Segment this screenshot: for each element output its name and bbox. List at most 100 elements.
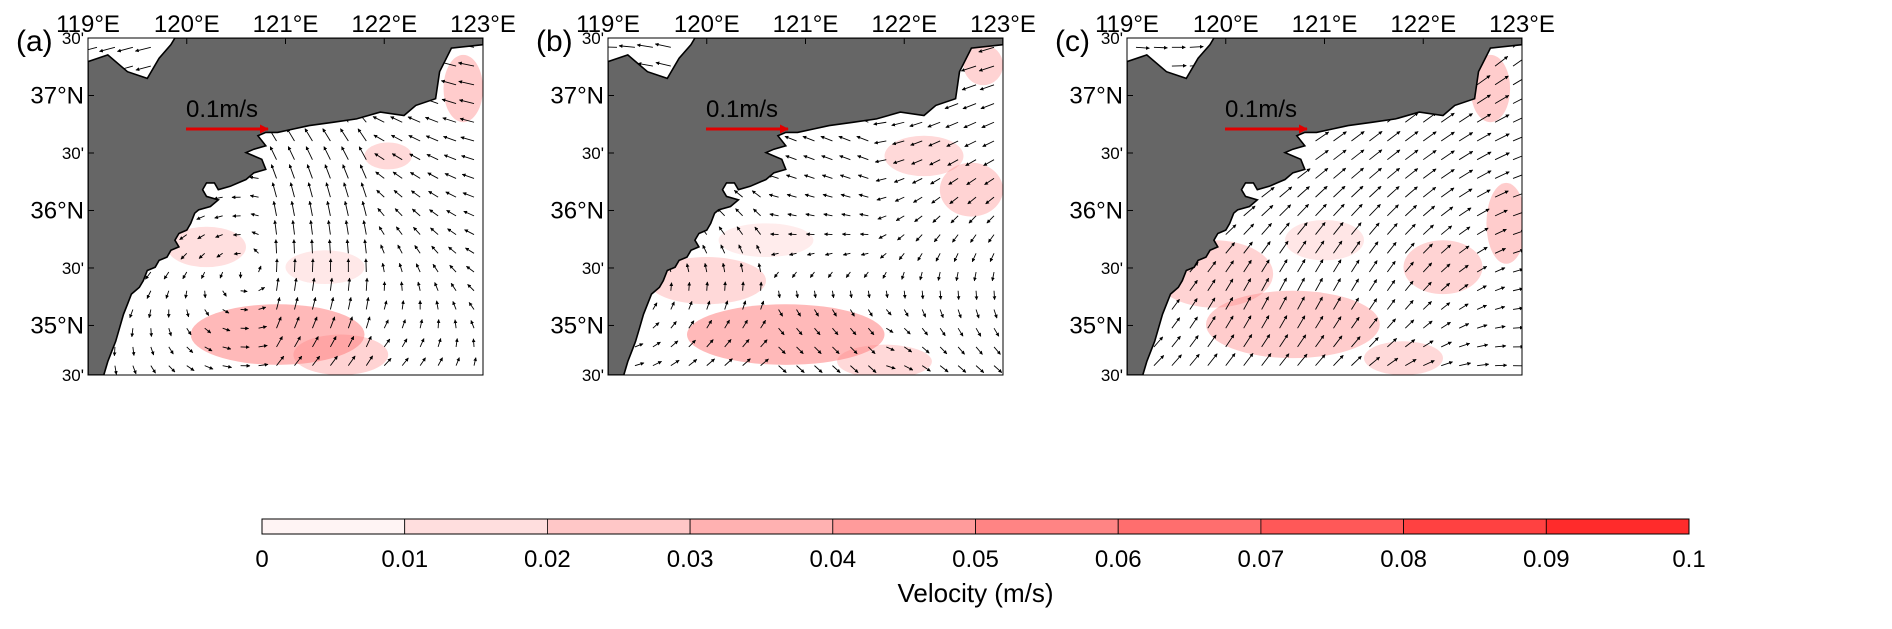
arrow-icon bbox=[393, 189, 403, 198]
arrow-icon bbox=[1494, 95, 1510, 104]
arrow-icon bbox=[953, 253, 959, 262]
arrow-icon bbox=[769, 212, 779, 217]
arrow-icon bbox=[802, 135, 815, 142]
arrow-icon bbox=[222, 327, 231, 332]
arrow-icon bbox=[1440, 187, 1455, 198]
arrow-icon bbox=[327, 239, 332, 254]
arrow-icon bbox=[304, 128, 313, 142]
arrow-icon bbox=[1458, 264, 1469, 273]
speed-shading-patch bbox=[718, 223, 814, 258]
arrow-icon bbox=[920, 290, 925, 300]
lat-minute-label: 30' bbox=[62, 29, 84, 48]
arrow-icon bbox=[222, 364, 232, 369]
arrow-icon bbox=[271, 182, 277, 198]
arrow-icon bbox=[832, 346, 840, 355]
arrow-icon bbox=[415, 263, 421, 273]
arrow-icon bbox=[1405, 168, 1419, 179]
arrow-icon bbox=[276, 297, 281, 310]
speed-shading bbox=[1154, 54, 1522, 375]
arrow-icon bbox=[842, 252, 851, 257]
arrow-icon bbox=[706, 319, 713, 329]
arrow-icon bbox=[1369, 130, 1383, 142]
arrow-icon bbox=[1458, 245, 1470, 254]
speed-shading-patch bbox=[1285, 219, 1364, 261]
arrow-icon bbox=[985, 196, 995, 205]
arrow-icon bbox=[850, 346, 858, 355]
speed-shading-patch bbox=[939, 162, 1003, 217]
arrow-icon bbox=[450, 282, 457, 291]
arrow-icon bbox=[287, 146, 295, 160]
arrow-icon bbox=[856, 135, 869, 142]
arrow-icon bbox=[134, 46, 151, 53]
colorbar-tick-label: 0.1 bbox=[1672, 546, 1705, 573]
arrow-icon bbox=[185, 309, 190, 318]
arrow-icon bbox=[921, 365, 931, 372]
arrow-icon bbox=[364, 277, 369, 291]
arrow-icon bbox=[357, 128, 367, 142]
arrow-icon bbox=[1225, 334, 1235, 348]
arrow-icon bbox=[962, 103, 977, 110]
arrow-icon bbox=[204, 327, 212, 334]
arrow-icon bbox=[1189, 298, 1198, 310]
arrow-icon bbox=[1440, 150, 1455, 161]
arrow-icon bbox=[362, 220, 367, 235]
arrow-icon bbox=[1387, 186, 1400, 198]
lon-tick-label: 123°E bbox=[970, 11, 1036, 38]
arrow-icon bbox=[1440, 112, 1455, 123]
speed-shading-patch bbox=[1364, 341, 1443, 375]
arrow-icon bbox=[375, 171, 385, 179]
lat-degree-label: 37°N bbox=[1069, 82, 1123, 109]
speed-shading-patch bbox=[1486, 182, 1522, 264]
arrow-icon bbox=[1494, 152, 1510, 161]
arrow-icon bbox=[875, 177, 887, 182]
arrow-icon bbox=[312, 336, 319, 348]
arrow-icon bbox=[458, 61, 475, 67]
arrow-icon bbox=[461, 173, 475, 179]
arrow-icon bbox=[275, 258, 279, 273]
arrow-icon bbox=[1279, 296, 1287, 310]
arrow-icon bbox=[1458, 188, 1473, 198]
arrow-icon bbox=[461, 154, 475, 161]
arrow-icon bbox=[291, 220, 296, 235]
arrow-icon bbox=[1369, 222, 1380, 235]
arrow-icon bbox=[796, 365, 805, 373]
arrow-icon bbox=[468, 302, 475, 310]
arrow-icon bbox=[963, 121, 977, 129]
arrow-icon bbox=[1297, 315, 1306, 329]
arrow-icon bbox=[1458, 113, 1473, 123]
arrow-icon bbox=[1476, 113, 1492, 123]
arrow-icon bbox=[1423, 360, 1435, 367]
arrow-icon bbox=[1279, 240, 1289, 254]
arrow-icon bbox=[1476, 285, 1487, 292]
arrow-icon bbox=[219, 271, 224, 279]
arrow-icon bbox=[390, 116, 403, 123]
arrow-icon bbox=[305, 146, 313, 160]
arrow-icon bbox=[892, 159, 905, 165]
colorbar-segment bbox=[689, 518, 834, 535]
arrow-icon bbox=[655, 61, 671, 67]
lon-tick-label: 122°E bbox=[1390, 11, 1456, 38]
arrow-icon bbox=[993, 365, 1003, 373]
arrow-icon bbox=[1243, 205, 1256, 217]
arrow-icon bbox=[1315, 149, 1329, 161]
arrow-icon bbox=[399, 281, 404, 291]
arrow-icon bbox=[129, 309, 134, 319]
arrow-icon bbox=[312, 355, 321, 366]
colorbar-segment bbox=[832, 518, 976, 535]
arrow-icon bbox=[197, 234, 205, 240]
arrow-icon bbox=[445, 191, 457, 198]
arrow-icon bbox=[466, 265, 475, 273]
land-mass bbox=[88, 38, 483, 375]
lat-degree-label: 35°N bbox=[550, 312, 604, 339]
arrow-icon bbox=[637, 62, 653, 67]
arrow-icon bbox=[893, 177, 905, 183]
arrow-icon bbox=[1243, 223, 1255, 235]
speed-shading-patch bbox=[647, 257, 766, 305]
arrow-icon bbox=[822, 193, 833, 198]
arrow-icon bbox=[930, 178, 941, 185]
arrow-icon bbox=[258, 306, 267, 311]
arrow-icon bbox=[867, 290, 871, 299]
arrow-icon bbox=[1243, 278, 1252, 291]
arrow-icon bbox=[1153, 336, 1164, 348]
arrow-icon bbox=[419, 338, 425, 348]
